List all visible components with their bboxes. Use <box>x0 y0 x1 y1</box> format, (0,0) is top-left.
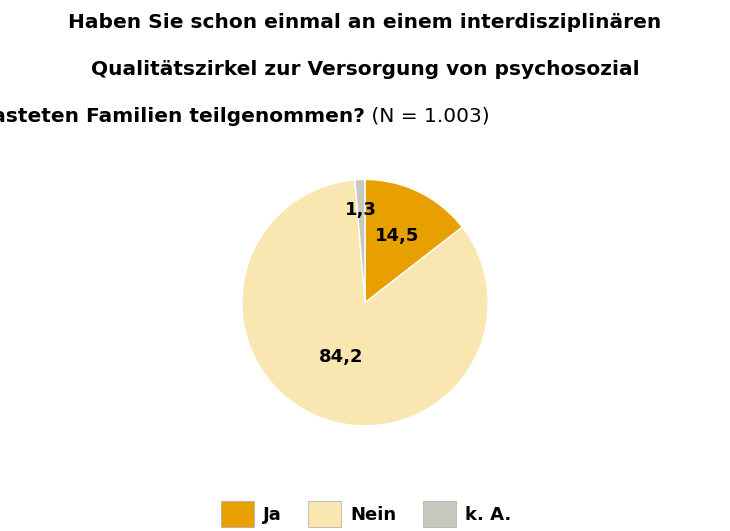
Text: 84,2: 84,2 <box>319 348 364 366</box>
Text: 1,3: 1,3 <box>345 201 377 219</box>
Wedge shape <box>365 179 462 303</box>
Text: 14,5: 14,5 <box>375 227 420 245</box>
Wedge shape <box>355 179 365 303</box>
Text: belasteten Familien teilgenommen?: belasteten Familien teilgenommen? <box>0 107 365 126</box>
Wedge shape <box>242 180 488 426</box>
Legend: Ja, Nein, k. A.: Ja, Nein, k. A. <box>214 494 518 531</box>
Text: (N = 1.003): (N = 1.003) <box>365 107 490 126</box>
Text: Qualitätszirkel zur Versorgung von psychosozial: Qualitätszirkel zur Versorgung von psych… <box>91 60 639 79</box>
Text: Haben Sie schon einmal an einem interdisziplinären: Haben Sie schon einmal an einem interdis… <box>69 13 661 32</box>
